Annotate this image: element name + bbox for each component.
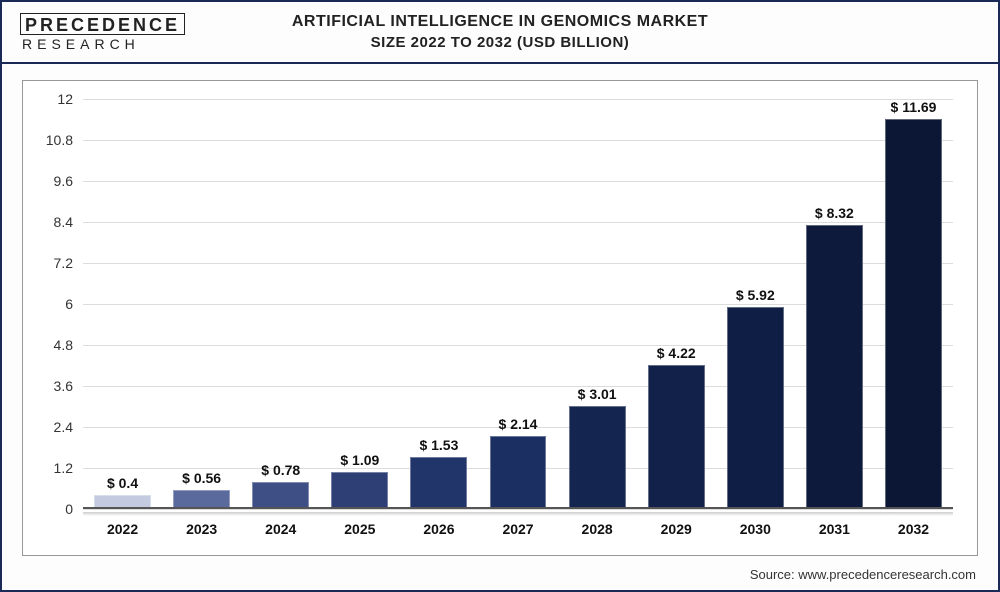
bar-value-label: $ 3.01 (578, 386, 617, 402)
bar-cell: $ 3.012028 (558, 99, 637, 509)
x-tick-label: 2025 (344, 521, 375, 537)
bar-cell: $ 0.562023 (162, 99, 241, 509)
grid-line (83, 509, 953, 510)
y-tick-label: 9.6 (54, 173, 83, 189)
x-tick-label: 2030 (740, 521, 771, 537)
bar-value-label: $ 1.09 (340, 452, 379, 468)
x-tick-label: 2026 (423, 521, 454, 537)
logo-top: PRECEDENCE (20, 13, 185, 35)
logo: PRECEDENCE RESEARCH (20, 13, 185, 51)
chart-frame: 01.22.43.64.867.28.49.610.812 $ 0.42022$… (22, 80, 978, 556)
bar-rect (490, 436, 547, 509)
title-line2: SIZE 2022 TO 2032 (USD BILLION) (292, 33, 708, 53)
bar-cell: $ 2.142027 (478, 99, 557, 509)
y-tick-label: 10.8 (46, 132, 83, 148)
x-tick-label: 2024 (265, 521, 296, 537)
source-text: Source: www.precedenceresearch.com (750, 567, 976, 582)
bar-cell: $ 11.692032 (874, 99, 953, 509)
y-tick-label: 3.6 (54, 378, 83, 394)
y-tick-label: 7.2 (54, 255, 83, 271)
chart-card: PRECEDENCE RESEARCH ARTIFICIAL INTELLIGE… (0, 0, 1000, 592)
x-tick-label: 2027 (502, 521, 533, 537)
bar-cell: $ 0.42022 (83, 99, 162, 509)
y-tick-label: 0 (65, 501, 83, 517)
bar-rect (806, 225, 863, 509)
bar-value-label: $ 0.56 (182, 470, 221, 486)
bar-value-label: $ 2.14 (499, 416, 538, 432)
bar-value-label: $ 5.92 (736, 287, 775, 303)
y-tick-label: 12 (57, 91, 83, 107)
x-tick-label: 2029 (661, 521, 692, 537)
y-tick-label: 6 (65, 296, 83, 312)
x-tick-label: 2022 (107, 521, 138, 537)
bar-rect (252, 482, 309, 509)
bar-cell: $ 8.322031 (795, 99, 874, 509)
bar-cell: $ 1.092025 (320, 99, 399, 509)
y-tick-label: 1.2 (54, 460, 83, 476)
x-tick-label: 2023 (186, 521, 217, 537)
bar-rect (727, 307, 784, 509)
bar-cell: $ 0.782024 (241, 99, 320, 509)
bar-rect (331, 472, 388, 509)
bars: $ 0.42022$ 0.562023$ 0.782024$ 1.092025$… (83, 99, 953, 509)
y-tick-label: 8.4 (54, 214, 83, 230)
bar-rect (648, 365, 705, 509)
y-tick-label: 4.8 (54, 337, 83, 353)
header: PRECEDENCE RESEARCH ARTIFICIAL INTELLIGE… (2, 2, 998, 64)
x-tick-label: 2031 (819, 521, 850, 537)
axis-baseline (83, 507, 953, 509)
bar-cell: $ 4.222029 (637, 99, 716, 509)
bar-rect (885, 119, 942, 509)
bar-cell: $ 1.532026 (399, 99, 478, 509)
bar-value-label: $ 0.4 (107, 475, 138, 491)
y-tick-label: 2.4 (54, 419, 83, 435)
bar-value-label: $ 0.78 (261, 462, 300, 478)
bar-value-label: $ 1.53 (419, 437, 458, 453)
x-tick-label: 2032 (898, 521, 929, 537)
bar-value-label: $ 4.22 (657, 345, 696, 361)
x-tick-label: 2028 (582, 521, 613, 537)
logo-bottom: RESEARCH (20, 37, 185, 51)
axis-shadow (83, 512, 953, 516)
bar-rect (569, 406, 626, 509)
chart-title: ARTIFICIAL INTELLIGENCE IN GENOMICS MARK… (292, 12, 708, 52)
bar-rect (410, 457, 467, 509)
bar-cell: $ 5.922030 (716, 99, 795, 509)
title-line1: ARTIFICIAL INTELLIGENCE IN GENOMICS MARK… (292, 12, 708, 33)
bar-value-label: $ 11.69 (891, 99, 937, 115)
plot-area: 01.22.43.64.867.28.49.610.812 $ 0.42022$… (83, 99, 953, 509)
bar-value-label: $ 8.32 (815, 205, 854, 221)
